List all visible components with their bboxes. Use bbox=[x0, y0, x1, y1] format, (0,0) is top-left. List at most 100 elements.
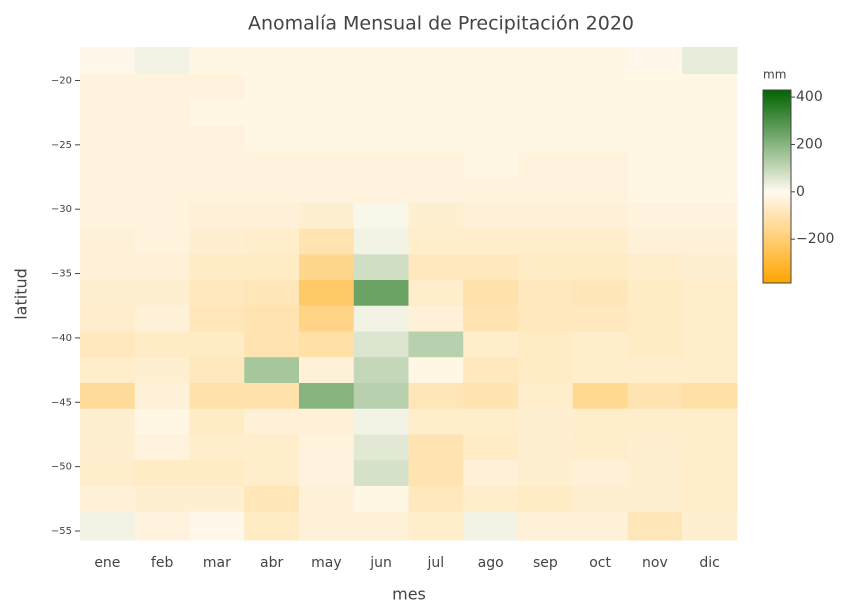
heatmap-cell bbox=[244, 382, 300, 410]
heatmap-cell bbox=[627, 331, 683, 358]
heatmap-cell bbox=[518, 202, 574, 229]
heatmap-cell bbox=[518, 357, 574, 384]
heatmap-cell bbox=[627, 382, 683, 410]
heatmap-cell bbox=[80, 125, 136, 152]
heatmap-cell bbox=[682, 177, 738, 204]
heatmap-cell bbox=[408, 382, 464, 410]
heatmap-cell bbox=[682, 74, 738, 101]
heatmap-cell bbox=[299, 279, 355, 307]
heatmap-cell bbox=[299, 228, 355, 255]
heatmap-cell bbox=[463, 408, 519, 435]
heatmap-cell bbox=[572, 305, 628, 332]
heatmap-cell bbox=[134, 99, 190, 127]
heatmap-cell bbox=[134, 228, 190, 255]
heatmap-cell bbox=[353, 228, 409, 255]
x-tick-label: jul bbox=[427, 555, 445, 571]
x-tick-label: ene bbox=[94, 555, 120, 571]
heatmap-cell bbox=[134, 202, 190, 229]
heatmap-cell bbox=[353, 485, 409, 513]
heatmap-cell bbox=[572, 47, 628, 75]
heatmap-cell bbox=[189, 99, 245, 127]
heatmap-cell bbox=[80, 434, 136, 461]
heatmap-cell bbox=[627, 254, 683, 281]
heatmap-cell bbox=[189, 254, 245, 281]
heatmap-cell bbox=[299, 254, 355, 281]
heatmap-cell bbox=[518, 305, 574, 332]
heatmap-cell bbox=[682, 485, 738, 513]
heatmap-cell bbox=[408, 254, 464, 281]
heatmap-cell bbox=[353, 460, 409, 487]
heatmap-cell bbox=[408, 74, 464, 101]
heatmap-cell bbox=[408, 511, 464, 541]
heatmap-cell bbox=[353, 511, 409, 541]
heatmap-cell bbox=[189, 485, 245, 513]
heatmap-cell bbox=[518, 47, 574, 75]
heatmap-cell bbox=[189, 357, 245, 384]
heatmap-cell bbox=[299, 485, 355, 513]
heatmap-cell bbox=[80, 460, 136, 487]
heatmap-cell bbox=[353, 151, 409, 178]
y-tick-label: −25 bbox=[51, 140, 72, 151]
heatmap-cell bbox=[682, 151, 738, 178]
heatmap-cell bbox=[408, 331, 464, 358]
heatmap-cell bbox=[627, 485, 683, 513]
heatmap-cell bbox=[518, 331, 574, 358]
heatmap-cell bbox=[627, 357, 683, 384]
heatmap-cell bbox=[408, 305, 464, 332]
heatmap-cell bbox=[134, 74, 190, 101]
heatmap-cell bbox=[189, 125, 245, 152]
heatmap-cell bbox=[518, 254, 574, 281]
heatmap-cell bbox=[353, 125, 409, 152]
heatmap-cell bbox=[463, 228, 519, 255]
heatmap-cell bbox=[353, 357, 409, 384]
x-tick-label: ago bbox=[478, 555, 504, 571]
heatmap-cell bbox=[518, 177, 574, 204]
heatmap-cell bbox=[299, 305, 355, 332]
x-tick-label: feb bbox=[151, 555, 174, 571]
y-tick-label: −30 bbox=[51, 204, 72, 215]
heatmap-cell bbox=[463, 47, 519, 75]
heatmap-cell bbox=[518, 408, 574, 435]
heatmap-cell bbox=[80, 202, 136, 229]
heatmap-cell bbox=[244, 485, 300, 513]
heatmap-cell bbox=[244, 254, 300, 281]
heatmap-cell bbox=[627, 228, 683, 255]
heatmap-cell bbox=[463, 279, 519, 307]
heatmap-cell bbox=[463, 331, 519, 358]
heatmap-cell bbox=[80, 254, 136, 281]
heatmap-cell bbox=[518, 151, 574, 178]
heatmap-cell bbox=[189, 47, 245, 75]
y-axis-title: latitud bbox=[12, 268, 31, 320]
heatmap-cell bbox=[189, 511, 245, 541]
heatmap-cell bbox=[134, 511, 190, 541]
heatmap-cell bbox=[134, 485, 190, 513]
colorbar-tick-label: 200 bbox=[796, 136, 823, 152]
heatmap-cell bbox=[572, 460, 628, 487]
colorbar-tick-label: 0 bbox=[796, 184, 805, 200]
heatmap-cell bbox=[463, 177, 519, 204]
heatmap-cell bbox=[518, 434, 574, 461]
x-tick-label: may bbox=[311, 555, 342, 571]
heatmap-cell bbox=[134, 408, 190, 435]
heatmap-cell bbox=[463, 434, 519, 461]
heatmap-cell bbox=[353, 202, 409, 229]
heatmap-cell bbox=[572, 331, 628, 358]
heatmap-cell bbox=[299, 331, 355, 358]
heatmap-cell bbox=[463, 74, 519, 101]
heatmap-cell bbox=[353, 382, 409, 410]
heatmap-cell bbox=[189, 279, 245, 307]
heatmap-cell bbox=[244, 202, 300, 229]
heatmap-cell bbox=[299, 460, 355, 487]
heatmap-cell bbox=[134, 125, 190, 152]
heatmap-cell bbox=[572, 99, 628, 127]
heatmap-cell bbox=[682, 125, 738, 152]
heatmap-cell bbox=[572, 228, 628, 255]
heatmap-cell bbox=[244, 177, 300, 204]
heatmap-cell bbox=[244, 125, 300, 152]
heatmap-cell bbox=[189, 177, 245, 204]
heatmap-cell bbox=[299, 382, 355, 410]
x-tick-label: dic bbox=[699, 555, 719, 571]
heatmap-cell bbox=[572, 408, 628, 435]
heatmap-cell bbox=[299, 357, 355, 384]
heatmap-cell bbox=[682, 254, 738, 281]
